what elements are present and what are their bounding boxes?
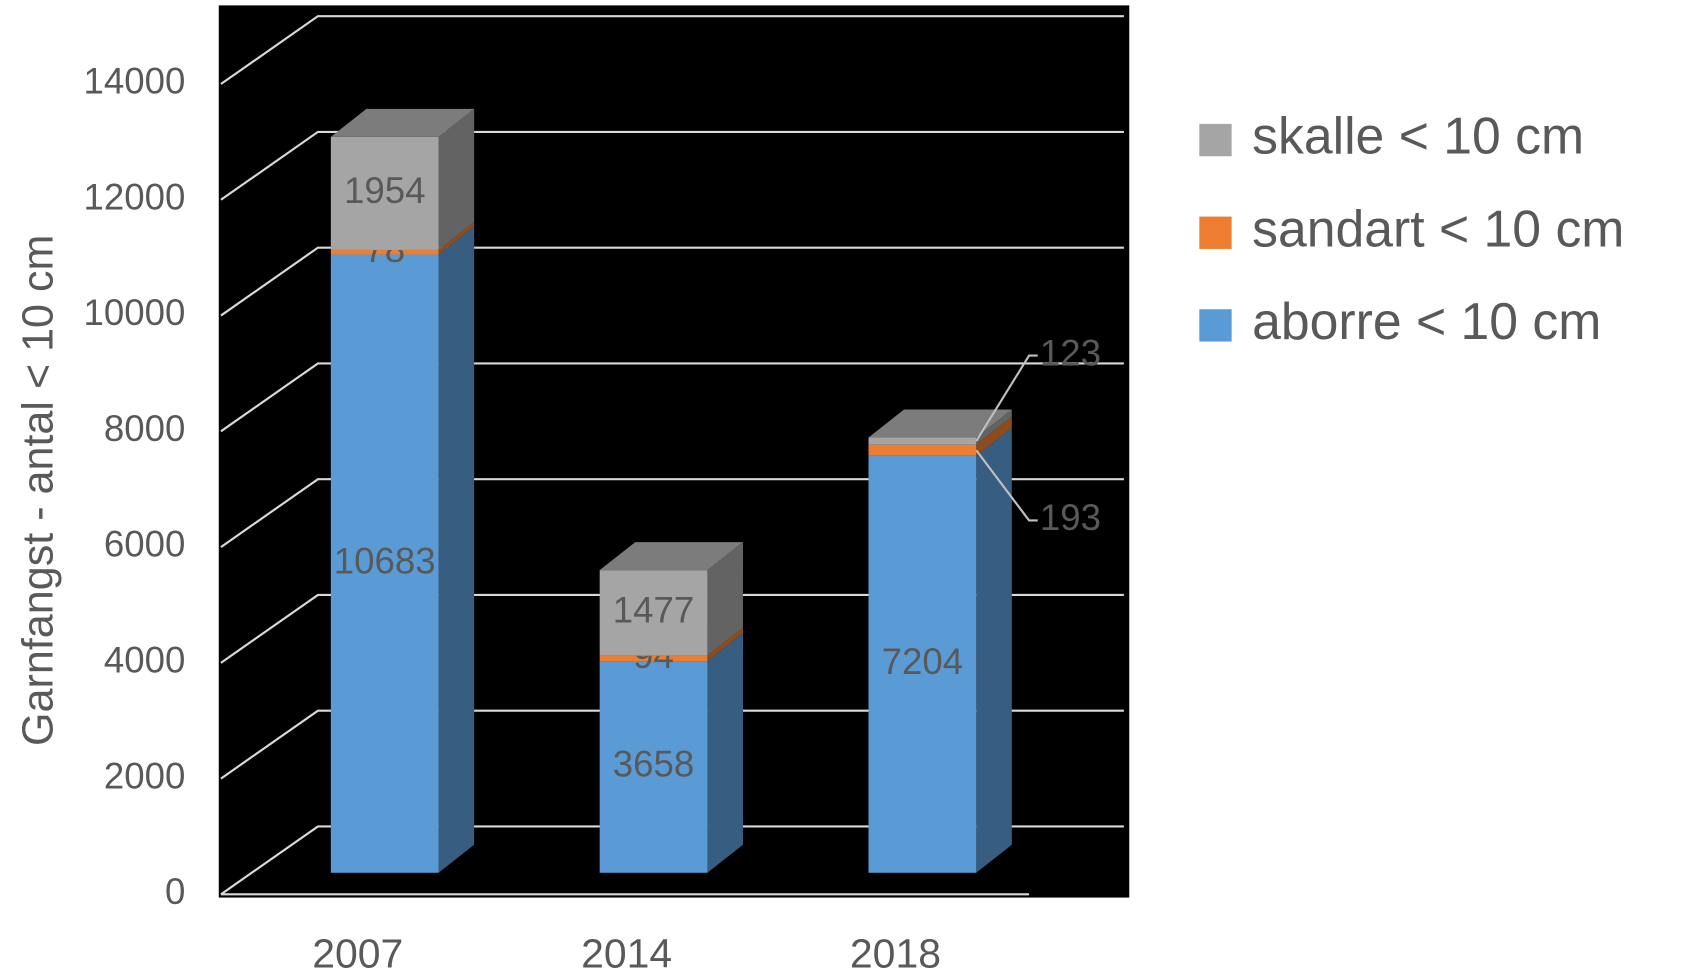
bar-top — [330, 108, 475, 137]
data-label: 10683 — [334, 540, 436, 581]
bar-side — [438, 221, 475, 255]
grid-line — [220, 825, 1124, 896]
data-label: 193 — [1040, 497, 1101, 538]
y-tick-label: 4000 — [104, 640, 185, 681]
bar — [330, 136, 439, 250]
y-tick-label: 0 — [165, 871, 185, 912]
bar — [599, 655, 708, 662]
legend-label: sandart < 10 cm — [1252, 199, 1624, 257]
grid-line — [220, 478, 1124, 548]
data-label: 7204 — [882, 641, 963, 682]
bar — [599, 570, 708, 656]
bar — [868, 444, 977, 456]
bar-top — [599, 542, 743, 571]
grid-line — [220, 709, 1124, 780]
legend-swatch — [1199, 309, 1232, 342]
bar-side — [976, 427, 1012, 873]
bar — [330, 254, 439, 873]
bar-side — [707, 627, 743, 662]
legend-label: aborre < 10 cm — [1252, 292, 1601, 350]
grid-line — [220, 362, 1124, 433]
grid-line — [220, 593, 1124, 664]
x-tick-label: 2007 — [312, 931, 403, 973]
y-tick-label: 6000 — [104, 524, 185, 565]
bar-top — [868, 409, 1012, 438]
bar — [330, 249, 439, 255]
grid-line — [220, 246, 1124, 317]
bar-side — [707, 542, 743, 656]
grid-line — [220, 15, 1124, 85]
y-axis-label: Garnfangst - antal < 10 cm — [14, 235, 62, 746]
x-tick-label: 2018 — [850, 931, 941, 973]
y-tick-label: 2000 — [104, 755, 185, 796]
y-tick-label: 14000 — [84, 61, 186, 102]
bar-side — [438, 226, 475, 873]
data-label: 123 — [1040, 332, 1101, 373]
bar-side — [976, 416, 1012, 456]
x-tick-label: 2014 — [581, 931, 672, 973]
y-tick-label: 12000 — [84, 176, 186, 217]
y-tick-label: 10000 — [84, 292, 186, 333]
bar — [599, 661, 708, 873]
data-label: 3658 — [613, 744, 694, 785]
leader-line — [975, 354, 1038, 442]
leader-line — [975, 449, 1038, 522]
legend-label: skalle < 10 cm — [1252, 107, 1584, 165]
legend-swatch — [1199, 123, 1232, 157]
legend-swatch — [1199, 216, 1232, 249]
bar — [868, 455, 977, 873]
bar — [868, 437, 977, 445]
y-tick-label: 8000 — [104, 408, 185, 449]
data-label: 1477 — [613, 590, 694, 631]
bar-side — [707, 633, 743, 873]
grid-line — [220, 130, 1124, 201]
bar-side — [438, 108, 475, 250]
bar-side — [976, 409, 1012, 445]
data-label: 1954 — [344, 170, 425, 211]
